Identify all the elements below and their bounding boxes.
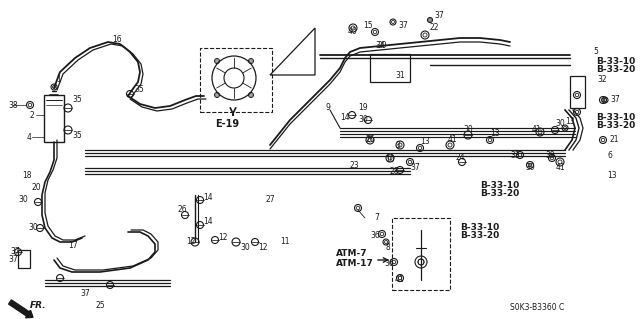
- Text: 30: 30: [555, 120, 564, 129]
- Text: B-33-10: B-33-10: [596, 57, 636, 66]
- Text: 17: 17: [68, 241, 77, 249]
- Text: 35: 35: [134, 85, 144, 94]
- Text: E-19: E-19: [215, 119, 239, 129]
- Text: 13: 13: [607, 170, 616, 180]
- Text: 12: 12: [218, 234, 227, 242]
- Text: 5: 5: [593, 48, 598, 56]
- Text: 29: 29: [378, 41, 388, 49]
- Text: B-33-10: B-33-10: [460, 224, 499, 233]
- Text: 26: 26: [178, 205, 188, 214]
- Text: 37: 37: [410, 164, 420, 173]
- Text: 26: 26: [365, 136, 374, 145]
- Text: 39: 39: [525, 164, 535, 173]
- Text: 14: 14: [203, 218, 212, 226]
- Text: 15: 15: [363, 20, 372, 29]
- Text: 27: 27: [266, 196, 276, 204]
- Text: 32: 32: [597, 76, 607, 85]
- Text: 6: 6: [607, 151, 612, 160]
- Text: 39: 39: [545, 151, 555, 160]
- Bar: [392, 218, 450, 290]
- Text: 37: 37: [610, 95, 620, 105]
- Text: 2: 2: [29, 110, 34, 120]
- Text: B-33-20: B-33-20: [596, 122, 636, 130]
- Text: 35: 35: [72, 130, 82, 139]
- Text: 19: 19: [358, 103, 367, 113]
- Text: 37: 37: [10, 248, 20, 256]
- Text: 37: 37: [8, 256, 18, 264]
- Text: 20: 20: [32, 183, 42, 192]
- Text: 34: 34: [375, 41, 385, 49]
- Text: 30: 30: [28, 224, 38, 233]
- Text: 38: 38: [8, 100, 18, 109]
- Bar: [18, 250, 30, 268]
- Text: ATM-7: ATM-7: [336, 249, 367, 258]
- Text: 8: 8: [386, 243, 391, 253]
- Text: 3: 3: [395, 140, 400, 150]
- Text: 24: 24: [455, 153, 465, 162]
- Text: ATM-17: ATM-17: [336, 259, 374, 269]
- Text: 11: 11: [280, 238, 289, 247]
- Text: 13: 13: [490, 130, 500, 138]
- Text: 25: 25: [95, 300, 104, 309]
- Text: 10: 10: [385, 155, 395, 165]
- Text: 22: 22: [430, 24, 440, 33]
- Text: 30: 30: [18, 196, 28, 204]
- Text: 14: 14: [340, 114, 349, 122]
- Text: 30: 30: [463, 125, 473, 135]
- Text: S0K3-B3360 C: S0K3-B3360 C: [510, 303, 564, 313]
- FancyArrow shape: [8, 300, 33, 318]
- Text: 41: 41: [448, 136, 458, 145]
- Text: 14: 14: [203, 194, 212, 203]
- Bar: [370, 54, 410, 82]
- Text: 4: 4: [27, 132, 32, 142]
- Text: B-33-10: B-33-10: [480, 182, 519, 190]
- Text: B-33-20: B-33-20: [480, 189, 519, 198]
- Text: 13: 13: [565, 117, 575, 127]
- Bar: [570, 76, 585, 108]
- Bar: [44, 95, 64, 142]
- Text: B-33-10: B-33-10: [596, 114, 636, 122]
- Text: 37: 37: [398, 20, 408, 29]
- Text: 41: 41: [532, 125, 541, 135]
- Text: 1: 1: [56, 76, 61, 85]
- Text: 28: 28: [390, 167, 399, 176]
- Text: 36: 36: [370, 232, 380, 241]
- Bar: [200, 48, 272, 112]
- Text: B-33-20: B-33-20: [596, 65, 636, 75]
- Text: 18: 18: [22, 172, 31, 181]
- Text: 23: 23: [350, 160, 360, 169]
- Text: 30: 30: [358, 115, 368, 124]
- Text: 7: 7: [374, 213, 379, 222]
- Text: 16: 16: [112, 35, 122, 44]
- Text: 21: 21: [610, 136, 620, 145]
- Text: 41: 41: [395, 276, 404, 285]
- Text: 13: 13: [420, 137, 429, 146]
- Text: 37: 37: [80, 288, 90, 298]
- Text: 33: 33: [510, 151, 520, 160]
- Text: 35: 35: [72, 95, 82, 105]
- Text: 31: 31: [395, 70, 404, 79]
- Text: 9: 9: [325, 103, 330, 113]
- Text: 41: 41: [556, 164, 566, 173]
- Text: 40: 40: [348, 27, 358, 36]
- Text: 36: 36: [384, 259, 394, 269]
- Text: B-33-20: B-33-20: [460, 232, 499, 241]
- Text: FR.: FR.: [30, 300, 47, 309]
- Text: 37: 37: [434, 11, 444, 20]
- Text: 12: 12: [186, 238, 195, 247]
- Text: 30: 30: [240, 243, 250, 253]
- Text: 12: 12: [258, 243, 268, 253]
